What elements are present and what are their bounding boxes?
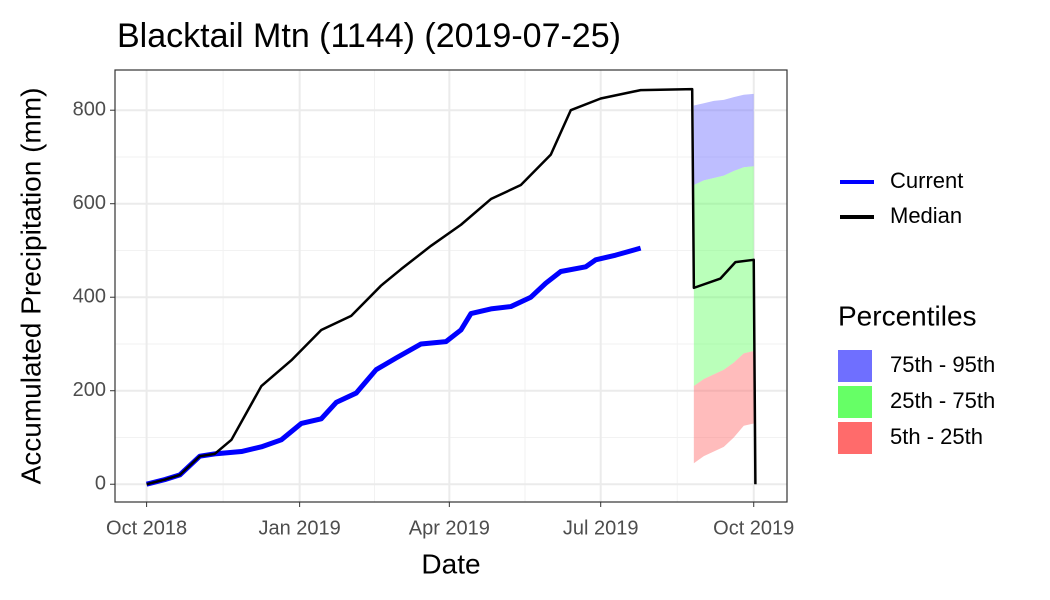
legend-label: Current xyxy=(890,168,963,193)
legend-title: Percentiles xyxy=(838,300,977,331)
legend-label: 75th - 95th xyxy=(890,352,995,377)
y-tick-label: 200 xyxy=(73,379,106,401)
chart-title: Blacktail Mtn (1144) (2019-07-25) xyxy=(117,17,621,55)
x-tick-label: Apr 2019 xyxy=(409,517,490,539)
percentile-band xyxy=(693,93,754,186)
data-line xyxy=(146,87,757,486)
legend-key xyxy=(838,386,872,418)
y-tick-label: 400 xyxy=(73,286,106,308)
legend-key xyxy=(838,422,872,454)
legend-label: Median xyxy=(890,203,962,228)
plot-border xyxy=(114,69,788,503)
x-tick-label: Oct 2018 xyxy=(106,517,187,539)
y-tick-label: 800 xyxy=(73,98,106,120)
legend-label: 25th - 75th xyxy=(890,388,995,413)
legend-label: 5th - 25th xyxy=(890,424,983,449)
x-tick-label: Oct 2019 xyxy=(713,517,794,539)
legend-key xyxy=(838,350,872,382)
y-axis-title: Accumulated Precipitation (mm) xyxy=(15,88,46,485)
percentile-band xyxy=(693,350,754,464)
x-tick-label: Jul 2019 xyxy=(563,517,639,539)
x-axis-title: Date xyxy=(421,548,480,579)
plot-background xyxy=(115,70,787,502)
x-tick-label: Jan 2019 xyxy=(258,517,340,539)
data-line xyxy=(145,245,642,487)
y-tick-label: 0 xyxy=(95,473,106,495)
y-tick-label: 600 xyxy=(73,192,106,214)
